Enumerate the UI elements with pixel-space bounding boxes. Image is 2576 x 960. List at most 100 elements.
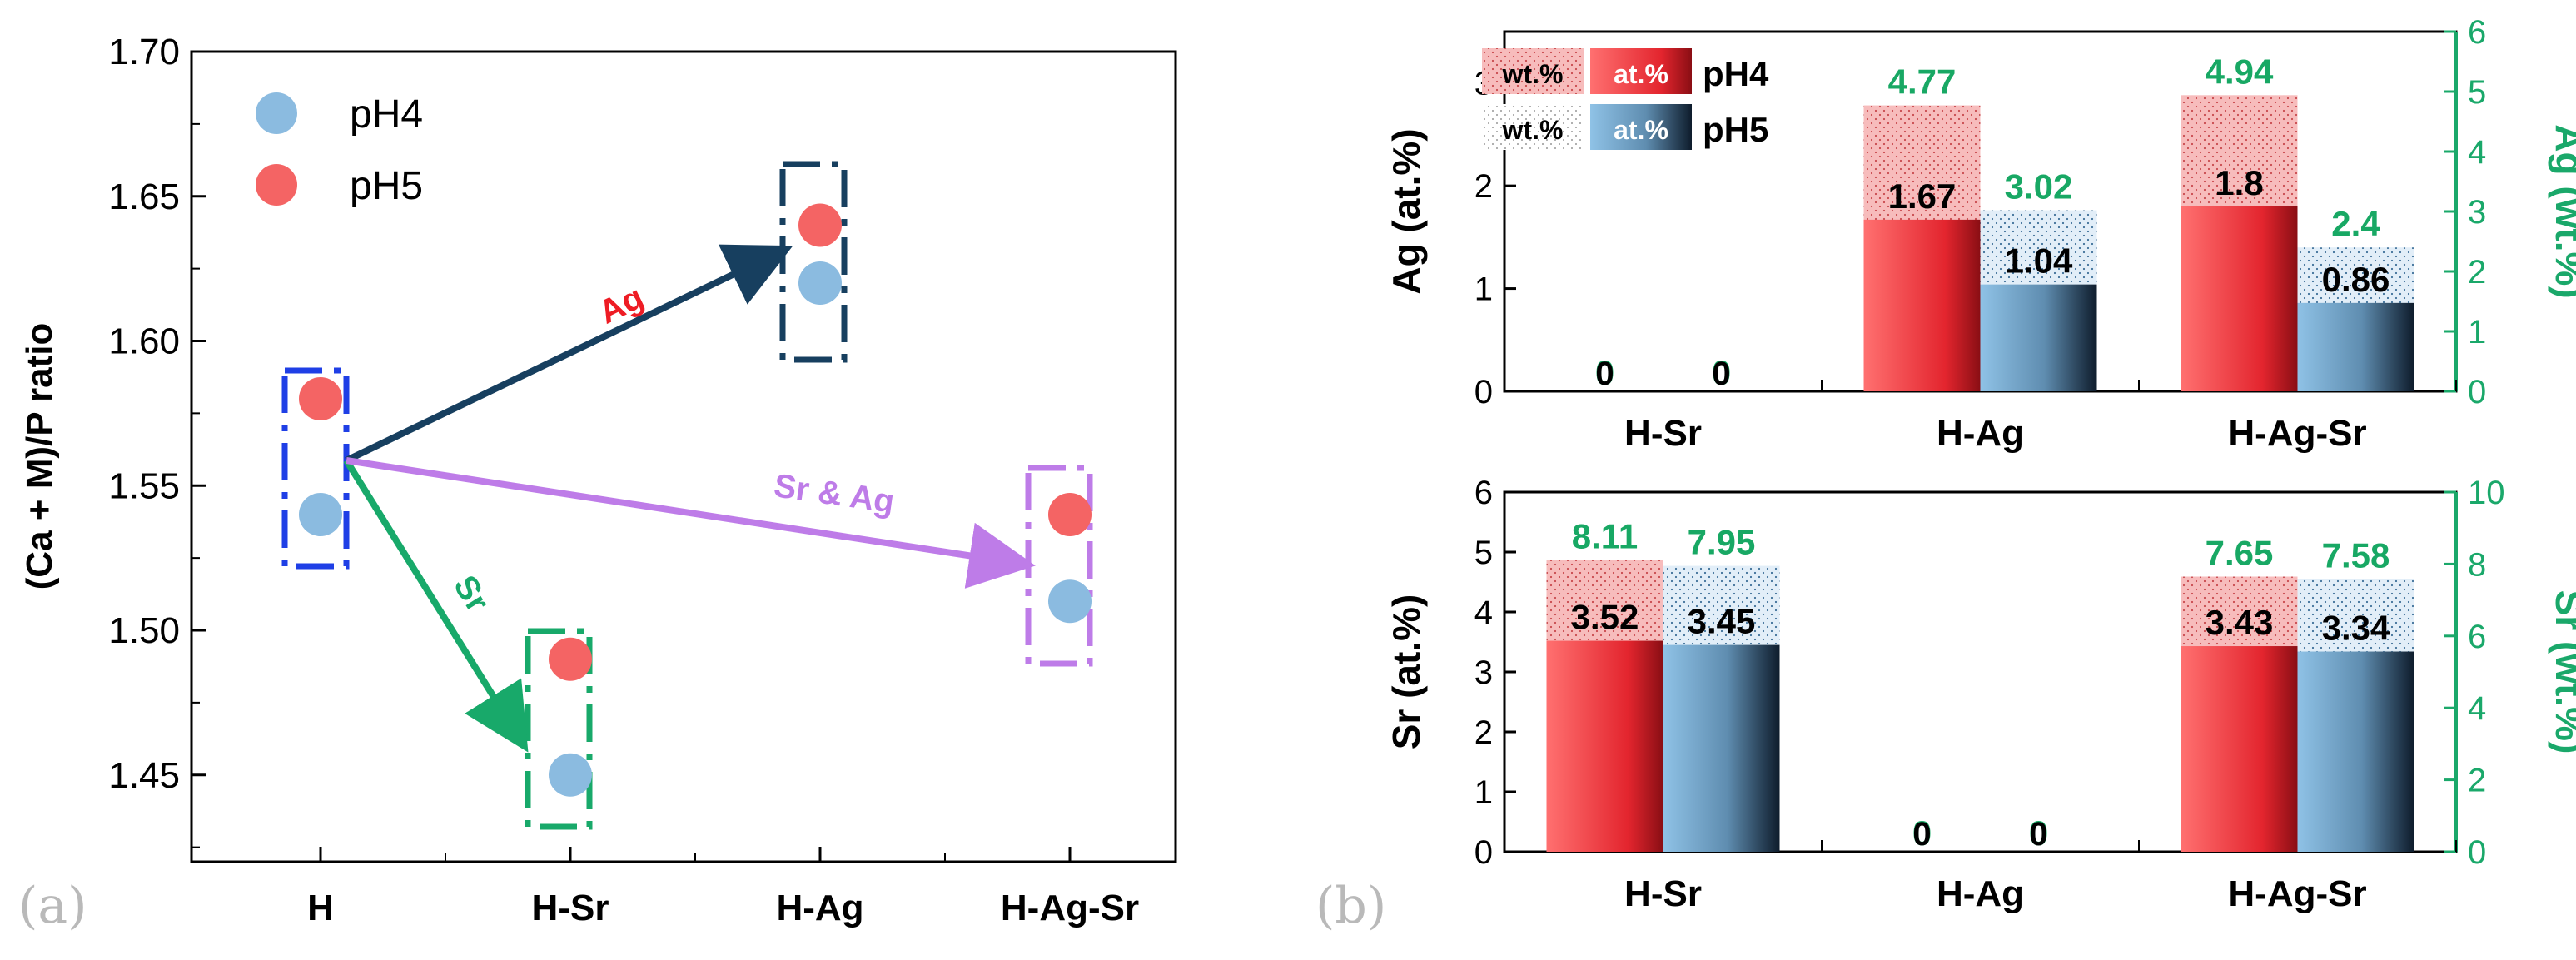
at-value-label: 3.52 xyxy=(1571,598,1639,637)
left-tick-label: 6 xyxy=(1474,475,1493,511)
legend-at-swatch-ph4 xyxy=(1590,48,1692,94)
right-tick-label: 10 xyxy=(2468,475,2505,511)
y-tick-label: 1.55 xyxy=(108,465,180,506)
point-ph4-h-sr xyxy=(549,753,592,797)
left-tick-label: 2 xyxy=(1474,168,1493,205)
y-tick-label: 1.65 xyxy=(108,177,180,217)
wt-value-label: 3.02 xyxy=(2005,167,2073,206)
y-axis-ticks-a: 1.45 1.50 1.55 1.60 1.65 1.70 xyxy=(108,32,206,848)
legend-label-ph4: pH4 xyxy=(350,92,423,137)
legend-a: pH4 pH5 xyxy=(256,92,423,208)
at-value-label: 0 xyxy=(1912,816,1931,853)
left-tick-label: 3 xyxy=(1474,654,1493,691)
at-value-label: 3.34 xyxy=(2322,609,2390,648)
y-axis-title-a: (Ca + M)/P ratio xyxy=(19,323,60,590)
ag-arrow-label: Ag xyxy=(594,279,649,331)
right-tick-label: 6 xyxy=(2468,619,2486,655)
legend-ph4-label: pH4 xyxy=(1703,54,1769,93)
panel-a: 1.45 1.50 1.55 1.60 1.65 1.70 H H-Sr H-Ag H-Ag-S… xyxy=(18,32,1177,935)
sr-left-ticks: 0 1 2 3 4 5 6 xyxy=(1474,475,1516,871)
right-tick-label: 2 xyxy=(2468,254,2486,291)
at-bar-ph5-h-ag-sr xyxy=(2297,302,2414,391)
at-value-label: 0.86 xyxy=(2322,260,2390,299)
wt-value-label: 0 xyxy=(1912,813,1932,853)
scatter-points xyxy=(299,203,1092,797)
point-ph4-h-ag xyxy=(798,261,842,305)
at-value-label: 3.45 xyxy=(1688,602,1756,641)
y-tick-label: 1.70 xyxy=(108,32,180,72)
x-tick-label-h-ag: H-Ag xyxy=(776,888,863,928)
panel-b: (b) 0 1 2 3 0 1 2 3 4 5 6 H-Sr H-Ag H-Ag-Sr 0 0 1.67 4… xyxy=(1315,14,2576,935)
wt-value-label: 7.65 xyxy=(2206,534,2274,573)
ag-arrow xyxy=(345,244,793,464)
legend-wt-swatch-ph5 xyxy=(1482,104,1584,150)
right-tick-label: 1 xyxy=(2468,314,2486,351)
sr-arrow xyxy=(343,458,529,753)
right-tick-label: 6 xyxy=(2468,14,2486,51)
sr-arrow-label: Sr xyxy=(446,570,496,619)
h-group-box xyxy=(281,367,350,570)
point-ph5-h xyxy=(299,377,342,420)
x-tick-label-h-sr: H-Sr xyxy=(1624,413,1702,454)
ag-right-axis-title: Ag (wt.%) xyxy=(2548,124,2576,299)
wt-value-label: 0 xyxy=(2029,813,2048,853)
legend-wt-swatch-ph4 xyxy=(1482,48,1584,94)
legend-marker-ph5 xyxy=(256,164,297,206)
x-tick-label-h-ag: H-Ag xyxy=(1937,873,2024,914)
at-value-label: 3.43 xyxy=(2206,603,2274,642)
legend-at-swatch-ph5 xyxy=(1590,104,1692,150)
sr-right-axis-title: Sr (wt.%) xyxy=(2548,590,2576,754)
y-tick-label: 1.45 xyxy=(108,755,180,796)
right-tick-label: 4 xyxy=(2468,690,2486,727)
point-ph4-h xyxy=(299,493,342,536)
at-bar-ph5-h-sr xyxy=(1663,644,1780,852)
wt-value-label: 0 xyxy=(1712,353,1731,392)
sr-ag-arrow-label: Sr & Ag xyxy=(772,467,897,520)
legend-ph5-label: pH5 xyxy=(1703,110,1768,149)
legend-label-ph5: pH5 xyxy=(350,164,423,208)
left-tick-label: 0 xyxy=(1474,834,1493,871)
sr-left-axis-title: Sr (at.%) xyxy=(1385,594,1428,750)
ag-x-ticks: H-Sr H-Ag H-Ag-Sr xyxy=(1624,380,2457,454)
left-tick-label: 0 xyxy=(1474,374,1493,410)
at-value-label: 1.67 xyxy=(1888,177,1957,216)
at-bar-ph5-h-ag xyxy=(1980,284,2097,391)
left-tick-label: 4 xyxy=(1474,594,1493,631)
at-bar-ph4-h-ag-sr xyxy=(2181,206,2298,391)
legend-wt-label-ph5: wt.% xyxy=(1502,115,1564,145)
at-value-label: 0 xyxy=(1595,356,1614,392)
wt-value-label: 7.58 xyxy=(2322,536,2390,575)
at-bar-ph5-h-ag-sr xyxy=(2297,651,2414,852)
y-tick-label: 1.60 xyxy=(108,321,180,362)
x-tick-label-h: H xyxy=(307,888,334,928)
y-tick-label: 1.50 xyxy=(108,610,180,651)
point-ph5-h-ag-sr xyxy=(1048,493,1092,536)
legend-at-label-ph5: at.% xyxy=(1614,115,1668,145)
right-tick-label: 0 xyxy=(2468,834,2486,871)
panel-label-b: (b) xyxy=(1315,877,1386,935)
point-ph5-h-ag xyxy=(798,203,842,247)
x-tick-label-h-sr: H-Sr xyxy=(1624,873,1702,914)
wt-value-label: 7.95 xyxy=(1688,523,1756,562)
left-tick-label: 5 xyxy=(1474,535,1493,571)
sr-x-ticks: H-Sr H-Ag H-Ag-Sr xyxy=(1624,840,2457,914)
wt-value-label: 0 xyxy=(1595,353,1614,392)
wt-value-label: 4.77 xyxy=(1888,62,1957,102)
x-axis-ticks-a: H H-Sr H-Ag H-Ag-Sr xyxy=(307,847,1139,928)
at-value-label: 0 xyxy=(2029,816,2047,853)
at-bar-ph4-h-ag xyxy=(1863,219,1981,391)
left-tick-label: 1 xyxy=(1474,774,1493,811)
sr-ag-arrow xyxy=(346,457,1036,589)
left-tick-label: 2 xyxy=(1474,714,1493,751)
wt-value-label: 2.4 xyxy=(2331,204,2380,243)
right-tick-label: 3 xyxy=(2468,194,2486,231)
x-tick-label-h-ag: H-Ag xyxy=(1937,413,2024,454)
legend-marker-ph4 xyxy=(256,92,297,134)
x-tick-label-h-ag-sr: H-Ag-Sr xyxy=(2228,873,2366,914)
at-value-label: 1.8 xyxy=(2215,163,2263,202)
at-value-label: 0 xyxy=(1712,356,1730,392)
point-ph4-h-ag-sr xyxy=(1048,579,1092,624)
